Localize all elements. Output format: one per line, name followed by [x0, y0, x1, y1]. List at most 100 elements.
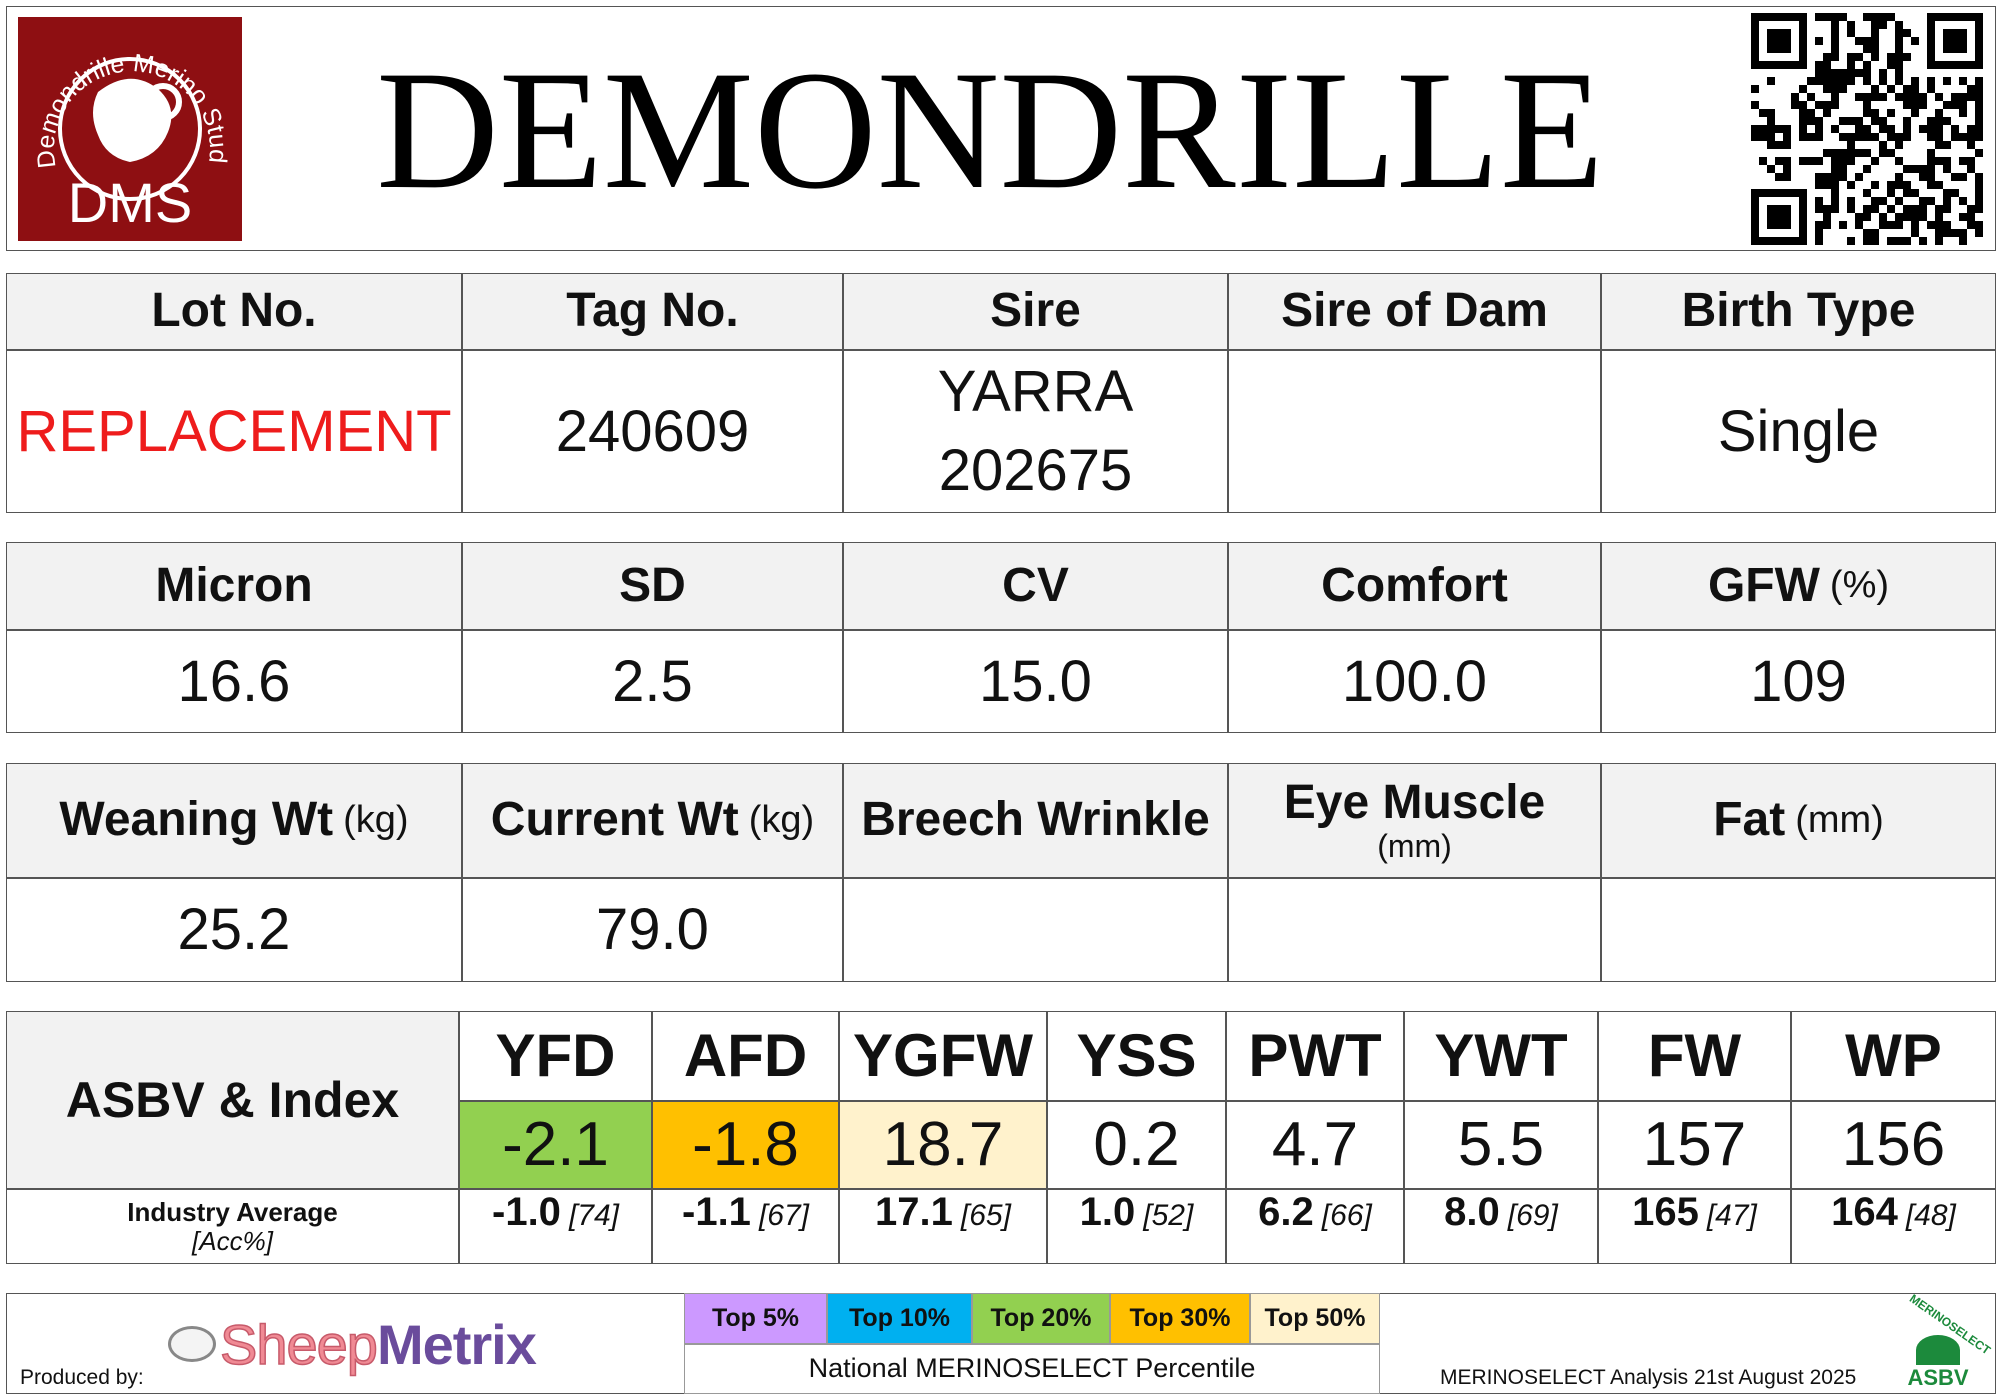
qr-module — [1943, 165, 1951, 173]
trait-name: YWT — [1434, 1022, 1568, 1089]
logo-horn — [144, 83, 182, 121]
qr-module — [1919, 205, 1927, 213]
qr-module — [1855, 37, 1863, 45]
asbv-label: ASBV & Index — [65, 1071, 400, 1128]
qr-module — [1943, 189, 1951, 197]
qr-module — [1959, 133, 1967, 141]
trait-header: YFD — [459, 1011, 652, 1101]
qr-module — [1895, 69, 1903, 77]
qr-module — [1919, 165, 1927, 173]
qr-module — [1847, 29, 1855, 37]
qr-module — [1823, 173, 1831, 181]
qr-module — [1943, 141, 1951, 149]
qr-module — [1911, 77, 1919, 85]
qr-module — [1951, 133, 1959, 141]
header-cell: Comfort — [1228, 542, 1601, 630]
qr-module — [1871, 205, 1879, 213]
qr-module — [1919, 93, 1927, 101]
badge-circle — [1916, 1335, 1960, 1365]
qr-module — [1927, 133, 1935, 141]
trait-header: YGFW — [839, 1011, 1047, 1101]
qr-module — [1775, 141, 1783, 149]
qr-module — [1831, 85, 1839, 93]
qr-module — [1847, 237, 1855, 245]
stud-logo: Demondrille Merino Stud DMS — [18, 17, 242, 241]
qr-module — [1815, 101, 1823, 109]
qr-module — [1959, 93, 1967, 101]
qr-module — [1855, 213, 1863, 221]
qr-module — [1831, 189, 1839, 197]
percentile-caption-cell: National MERINOSELECT Percentile — [684, 1344, 1380, 1394]
value: Single — [1717, 398, 1880, 464]
value-line: YARRA — [937, 359, 1134, 425]
qr-code — [1751, 13, 1983, 245]
brand-sheep: Sheep — [219, 1312, 378, 1377]
qr-module — [1943, 101, 1951, 109]
industry-average: 1.0 — [1079, 1190, 1136, 1234]
qr-module — [1975, 77, 1983, 85]
header-cell: Breech Wrinkle — [843, 763, 1228, 878]
qr-module — [1911, 85, 1919, 93]
value-cell — [1601, 878, 1996, 982]
qr-module — [1847, 77, 1855, 85]
qr-module — [1863, 37, 1871, 45]
accuracy: [69] — [1507, 1199, 1558, 1232]
qr-module — [1839, 69, 1847, 77]
qr-module — [1863, 229, 1871, 237]
qr-module — [1871, 117, 1879, 125]
qr-module — [1831, 149, 1839, 157]
header-label: Lot No. — [151, 284, 317, 338]
qr-module — [1967, 157, 1975, 165]
qr-module — [1847, 149, 1855, 157]
industry-average-label: Industry Average — [127, 1196, 338, 1227]
qr-module — [1863, 45, 1871, 53]
qr-module — [1831, 53, 1839, 61]
qr-module — [1839, 77, 1847, 85]
qr-module — [1855, 53, 1863, 61]
qr-module — [1855, 125, 1863, 133]
qr-module — [1967, 165, 1975, 173]
qr-module — [1831, 125, 1839, 133]
value: 16.6 — [177, 648, 291, 714]
qr-module — [1823, 149, 1831, 157]
qr-module — [1807, 117, 1815, 125]
header-unit: (kg) — [343, 798, 409, 841]
qr-module — [1903, 29, 1911, 37]
qr-module — [1823, 213, 1831, 221]
qr-module — [1863, 61, 1871, 69]
qr-module — [1751, 125, 1759, 133]
qr-module — [1815, 197, 1823, 205]
qr-module — [1767, 141, 1775, 149]
qr-module — [1815, 157, 1823, 165]
qr-module — [1911, 109, 1919, 117]
trait-value: 18.7 — [882, 1109, 1004, 1179]
qr-module — [1783, 141, 1791, 149]
qr-module — [1815, 229, 1823, 237]
header-label: Micron — [155, 558, 313, 612]
qr-module — [1831, 205, 1839, 213]
qr-module — [1863, 205, 1871, 213]
qr-module — [1855, 173, 1863, 181]
qr-module — [1847, 117, 1855, 125]
qr-module — [1903, 53, 1911, 61]
qr-module — [1935, 109, 1943, 117]
qr-module — [1943, 229, 1951, 237]
qr-module — [1815, 221, 1823, 229]
qr-module — [1879, 117, 1887, 125]
qr-module — [1855, 221, 1863, 229]
qr-module — [1943, 117, 1951, 125]
qr-module — [1903, 117, 1911, 125]
qr-module — [1815, 133, 1823, 141]
qr-module — [1895, 221, 1903, 229]
qr-module — [1871, 45, 1879, 53]
qr-module — [1919, 125, 1927, 133]
qr-module — [1759, 133, 1767, 141]
qr-module — [1839, 165, 1847, 173]
qr-module — [1895, 237, 1903, 245]
qr-module — [1815, 37, 1823, 45]
qr-module — [1935, 205, 1943, 213]
header-cell: Tag No. — [462, 273, 843, 350]
qr-module — [1799, 117, 1807, 125]
qr-module — [1959, 77, 1967, 85]
qr-module — [1871, 157, 1879, 165]
